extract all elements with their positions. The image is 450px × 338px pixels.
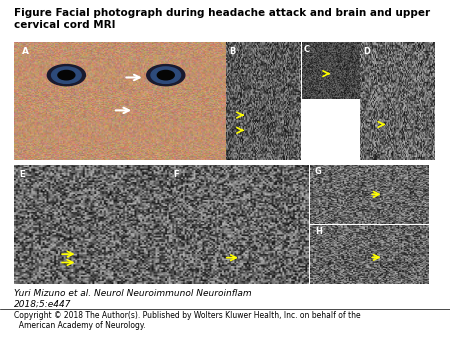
Circle shape bbox=[52, 67, 81, 83]
Circle shape bbox=[147, 65, 185, 86]
Circle shape bbox=[58, 70, 75, 80]
Text: D: D bbox=[363, 47, 370, 56]
Text: A: A bbox=[22, 47, 29, 56]
Circle shape bbox=[151, 67, 180, 83]
Text: C: C bbox=[304, 45, 310, 53]
Circle shape bbox=[158, 70, 174, 80]
Text: G: G bbox=[315, 167, 322, 176]
Text: F: F bbox=[173, 170, 178, 178]
Text: Figure Facial photograph during headache attack and brain and upper cervical cor: Figure Facial photograph during headache… bbox=[14, 8, 430, 30]
Text: E: E bbox=[20, 170, 25, 178]
Text: Yuri Mizuno et al. Neurol Neuroimmunol Neuroinflam
2018;5:e447: Yuri Mizuno et al. Neurol Neuroimmunol N… bbox=[14, 289, 251, 308]
Text: H: H bbox=[315, 227, 322, 236]
Text: Copyright © 2018 The Author(s). Published by Wolters Kluwer Health, Inc. on beha: Copyright © 2018 The Author(s). Publishe… bbox=[14, 311, 360, 330]
Text: B: B bbox=[230, 47, 236, 56]
Circle shape bbox=[47, 65, 86, 86]
